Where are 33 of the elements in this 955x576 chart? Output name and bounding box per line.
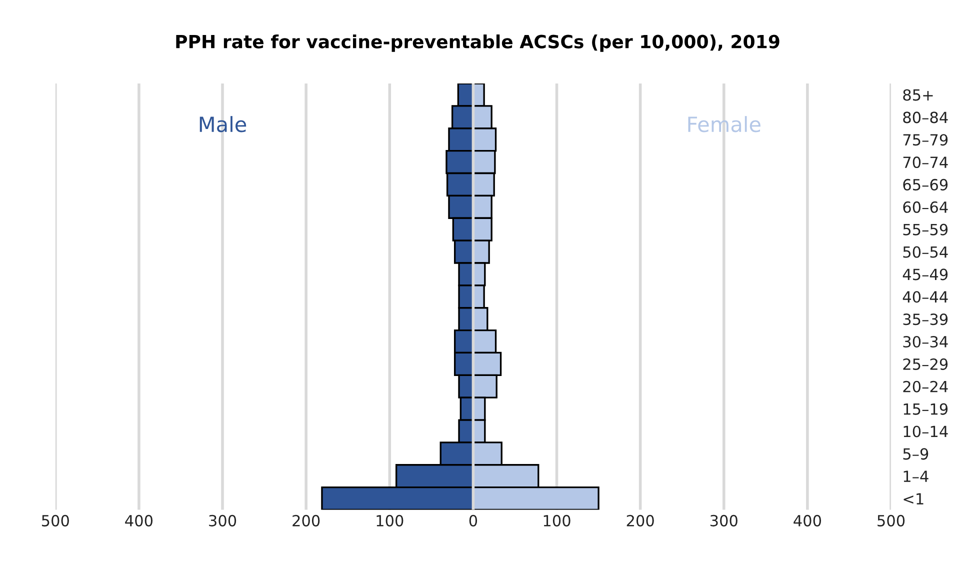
y-tick-label: 30–34 [903, 336, 948, 348]
y-tick-label: 20–24 [903, 380, 948, 392]
y-tick-label: 75–79 [903, 134, 948, 146]
y-tick-label: <1 [904, 493, 924, 504]
text: Female [688, 116, 760, 132]
x-tick-label: 200 [626, 514, 654, 526]
y-tick-label: 65–69 [903, 178, 948, 190]
y-tick-label: 50–54 [903, 246, 948, 258]
y-tick-label: 80–84 [903, 112, 948, 124]
x-tick-label: 100 [544, 514, 570, 526]
y-tick-label: 55–59 [903, 224, 948, 236]
x-tick-label: 400 [794, 514, 822, 526]
x-tick-label: 400 [125, 514, 153, 526]
y-tick-label: 5–9 [903, 448, 928, 460]
y-tick-label: 25–29 [903, 358, 948, 370]
y-tick-label: 35–39 [903, 314, 948, 326]
text: Male [200, 116, 246, 132]
y-tick-label: 70–74 [903, 156, 948, 168]
x-tick-label: 100 [376, 514, 404, 526]
y-tick-label: 10–14 [904, 426, 948, 438]
chart-title: PPH rate for vaccine-preventable ACSCs (per 10,000), 2019 [176, 34, 780, 52]
y-tick-label: 85+ [903, 89, 933, 101]
y-tick-label: 40–44 [902, 291, 948, 303]
x-tick-label: 200 [292, 514, 320, 526]
y-tick-label: 15–19 [904, 403, 948, 415]
x-tick-label: 500 [42, 514, 69, 526]
x-tick-label: 300 [710, 514, 738, 526]
y-tick-label: 60–64 [903, 201, 948, 213]
x-tick-label: 0 [469, 514, 478, 526]
x-tick-label: 300 [209, 514, 236, 526]
y-tick-label: 1–4 [904, 470, 928, 482]
x-tick-label: 500 [878, 514, 905, 526]
y-tick-label: 45–49 [902, 268, 948, 280]
